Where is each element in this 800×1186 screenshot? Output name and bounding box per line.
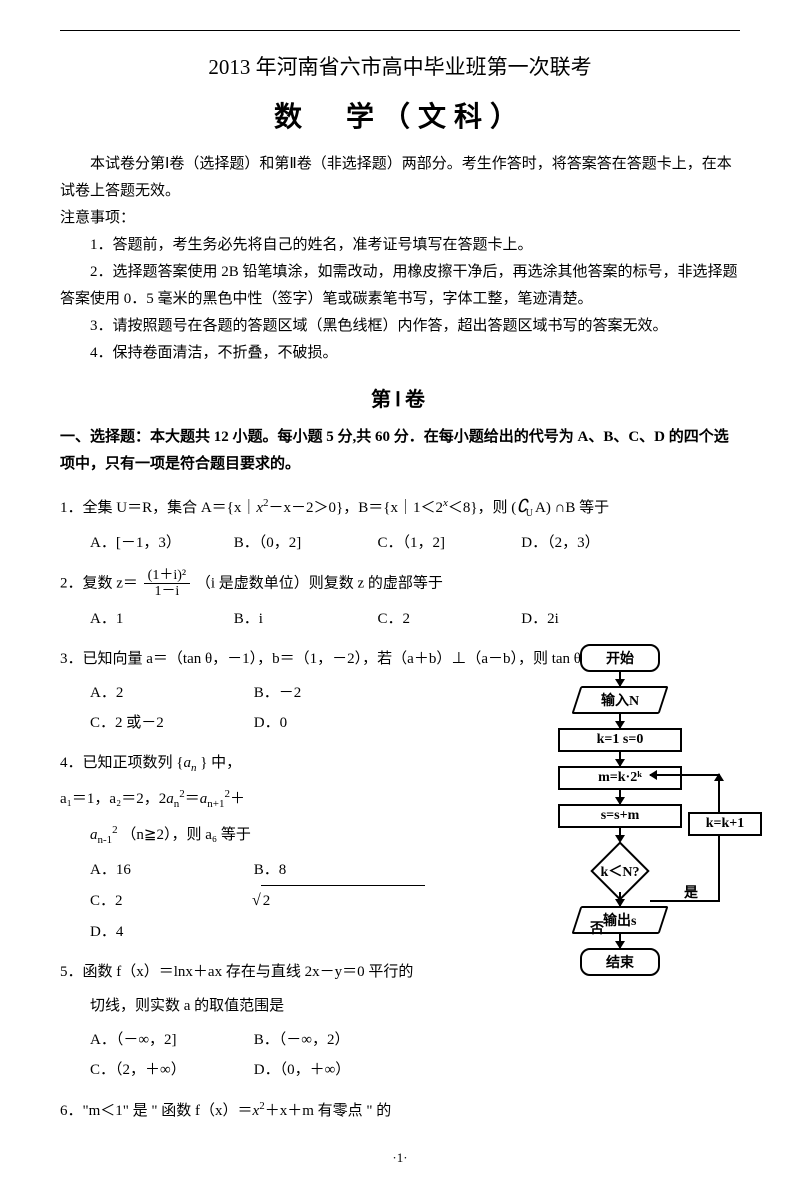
q4-line2: a₁＝1，a₂＝2，2an2＝an+12＋ bbox=[60, 783, 450, 815]
q2-frac-num: (1＋i)² bbox=[144, 568, 190, 584]
q3-opt-d: D．0 bbox=[254, 708, 414, 738]
q4-options: A．16 B．8 C．22 D．4 bbox=[90, 855, 480, 947]
section-1-title: 第Ⅰ卷 bbox=[60, 383, 740, 412]
q4-stem-b: } 中， bbox=[196, 755, 241, 771]
mcq-instructions: 一、选择题：本大题共 12 小题。每小题 5 分,共 60 分．在每小题给出的代… bbox=[60, 424, 740, 478]
notice-2: 2．选择题答案使用 2B 铅笔填涂，如需改动，用橡皮擦干净后，再选涂其他答案的标… bbox=[60, 259, 740, 313]
q1-stem-c: ＜8}，则 ( bbox=[448, 500, 516, 516]
flow-arrow-icon bbox=[619, 790, 621, 804]
intro-paragraph: 本试卷分第Ⅰ卷（选择题）和第Ⅱ卷（非选择题）两部分。考生作答时，将答案答在答题卡… bbox=[60, 151, 740, 205]
q4-opt-d: D．4 bbox=[90, 917, 250, 947]
q2-frac-den: 1－i bbox=[144, 584, 190, 599]
page-number: ·1· bbox=[60, 1150, 740, 1166]
question-5-l2: 切线，则实数 a 的取值范围是 bbox=[90, 991, 480, 1021]
flow-arrow-icon bbox=[619, 672, 621, 686]
subject-title: 数 学（文科） bbox=[60, 95, 740, 135]
question-1: 1．全集 U＝R，集合 A＝{x｜x2－x－2＞0}，B＝{x｜1＜2x＜8}，… bbox=[60, 488, 740, 524]
q4-l3a: （n≧2），则 a₆ 等于 bbox=[121, 827, 250, 843]
q2-opt-d: D．2i bbox=[521, 604, 661, 634]
q2-opt-b: B．i bbox=[234, 604, 374, 634]
q4-l2b: ＝ bbox=[185, 791, 200, 807]
flow-inc: k=k+1 bbox=[688, 812, 762, 836]
q4-line3: an-12 （n≧2），则 a₆ 等于 bbox=[90, 819, 480, 851]
q1-stem-a: 1．全集 U＝R，集合 A＝{x｜ bbox=[60, 500, 256, 516]
q1-opt-c: C．（1，2] bbox=[378, 528, 518, 558]
q4-stem-a: 4．已知正项数列 { bbox=[60, 755, 183, 771]
q2-stem-a: 2．复数 z＝ bbox=[60, 575, 138, 591]
flow-end: 结束 bbox=[580, 948, 660, 976]
q4-opt-c: C．22 bbox=[90, 885, 425, 917]
flow-line-icon bbox=[650, 900, 720, 902]
q5-opt-d: D．（0，＋∞） bbox=[254, 1055, 414, 1085]
q4-opt-a: A．16 bbox=[90, 855, 250, 885]
question-6: 6．"m＜1" 是 " 函数 f（x）＝x2＋x＋m 有零点 " 的 bbox=[60, 1095, 740, 1126]
q3-opt-a: A．2 bbox=[90, 678, 250, 708]
notice-3: 3．请按照题号在各题的答题区域（黑色线框）内作答，超出答题区域书写的答案无效。 bbox=[60, 313, 740, 340]
sqrt-icon: 2 bbox=[250, 885, 425, 917]
q2-fraction: (1＋i)² 1－i bbox=[144, 568, 190, 600]
complement-icon: ∁U bbox=[516, 488, 535, 524]
q2-options: A．1 B．i C．2 D．2i bbox=[90, 604, 740, 634]
q6-stem-a: 6．"m＜1" 是 " 函数 f（x）＝ bbox=[60, 1103, 253, 1119]
flow-line-icon bbox=[650, 774, 720, 776]
flow-arrow-icon bbox=[619, 714, 621, 728]
flow-arrow-icon bbox=[619, 892, 621, 906]
flow-line-icon bbox=[718, 774, 720, 812]
question-4: 4．已知正项数列 {an } 中， bbox=[60, 748, 450, 779]
flow-no-label: 否 bbox=[590, 918, 604, 938]
exam-title: 2013 年河南省六市高中毕业班第一次联考 bbox=[60, 51, 740, 81]
notice-heading: 注意事项： bbox=[60, 205, 740, 232]
question-5-l1: 5．函数 f（x）＝lnx＋ax 存在与直线 2x－y＝0 平行的 bbox=[60, 957, 450, 987]
q1-options: A．[－1，3） B．（0，2] C．（1，2] D．（2，3） bbox=[90, 528, 740, 558]
notice-1: 1．答题前，考生务必先将自己的姓名，准考证号填写在答题卡上。 bbox=[60, 232, 740, 259]
flow-arrow-icon bbox=[619, 828, 621, 842]
q4-opt-b: B．8 bbox=[254, 855, 414, 885]
q3-options: A．2 B．－2 C．2 或－2 D．0 bbox=[90, 678, 480, 738]
page: 2013 年河南省六市高中毕业班第一次联考 数 学（文科） 本试卷分第Ⅰ卷（选择… bbox=[0, 0, 800, 1186]
q1-stem-d: A) ∩B 等于 bbox=[535, 500, 609, 516]
q2-opt-c: C．2 bbox=[378, 604, 518, 634]
q3-opt-c: C．2 或－2 bbox=[90, 708, 250, 738]
q2-opt-a: A．1 bbox=[90, 604, 230, 634]
q5-opt-c: C．（2，＋∞） bbox=[90, 1055, 250, 1085]
q4-l2c: ＋ bbox=[230, 791, 245, 807]
q5-opt-b: B．（－∞，2） bbox=[254, 1025, 414, 1055]
flow-wrap: 3．已知向量 a＝（tan θ，－1），b＝（1，－2），若（a＋b）⊥（a－b… bbox=[60, 644, 740, 1085]
notice-4: 4．保持卷面清洁，不折叠，不破损。 bbox=[60, 340, 740, 367]
q6-stem-b: ＋x＋m 有零点 " 的 bbox=[265, 1103, 392, 1119]
top-rule bbox=[60, 30, 740, 31]
flow-arrow-icon bbox=[619, 934, 621, 948]
flowchart: 开始 输入N k=1 s=0 m=k·2ᵏ s=s+m k＜N? 输出s 结束 … bbox=[490, 644, 750, 976]
flow-arrow-icon bbox=[619, 752, 621, 766]
flow-yes-label: 是 bbox=[684, 882, 698, 902]
flow-main-col: 开始 输入N k=1 s=0 m=k·2ᵏ s=s+m k＜N? 输出s 结束 bbox=[490, 644, 750, 976]
q5-opt-a: A．（－∞，2] bbox=[90, 1025, 250, 1055]
question-2: 2．复数 z＝ (1＋i)² 1－i （i 是虚数单位）则复数 z 的虚部等于 bbox=[60, 568, 740, 600]
flow-output: 输出s bbox=[571, 906, 668, 934]
flow-step2: s=s+m bbox=[558, 804, 682, 828]
q1-opt-b: B．（0，2] bbox=[234, 528, 374, 558]
flow-input: 输入N bbox=[571, 686, 668, 714]
q4-l2a: a₁＝1，a₂＝2，2 bbox=[60, 791, 166, 807]
q1-opt-a: A．[－1，3） bbox=[90, 528, 230, 558]
flow-init: k=1 s=0 bbox=[558, 728, 682, 752]
flow-step1: m=k·2ᵏ bbox=[558, 766, 682, 790]
flow-start: 开始 bbox=[580, 644, 660, 672]
q5-options: A．（－∞，2] B．（－∞，2） C．（2，＋∞） D．（0，＋∞） bbox=[90, 1025, 480, 1085]
q3-opt-b: B．－2 bbox=[254, 678, 414, 708]
q1-stem-b: －x－2＞0}，B＝{x｜1＜ bbox=[269, 500, 436, 516]
flow-decision-wrap: k＜N? bbox=[490, 842, 750, 892]
q1-opt-d: D．（2，3） bbox=[521, 528, 661, 558]
q2-stem-b: （i 是虚数单位）则复数 z 的虚部等于 bbox=[196, 575, 443, 591]
